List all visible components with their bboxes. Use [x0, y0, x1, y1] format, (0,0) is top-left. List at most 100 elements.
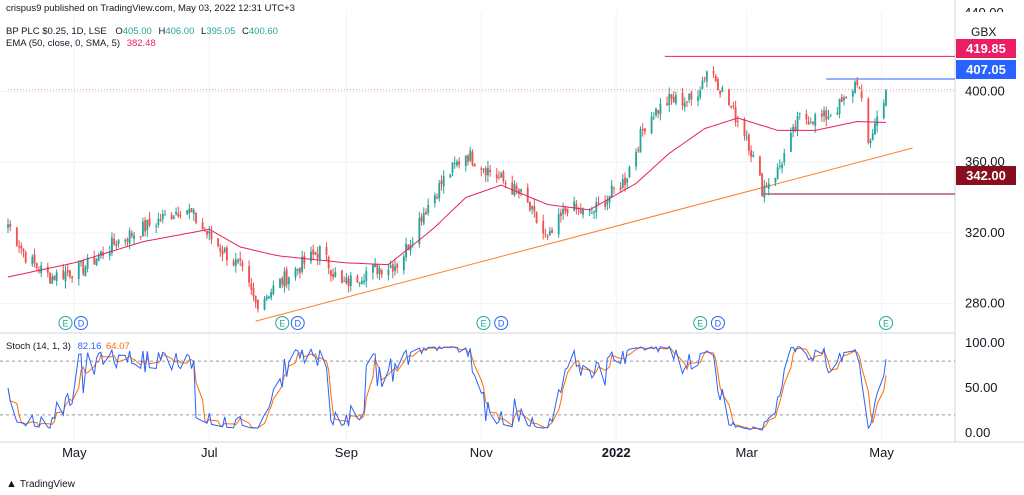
- candle-body: [66, 270, 69, 273]
- earnings-marker: [693, 316, 708, 330]
- candle-body: [701, 80, 704, 89]
- candle-body: [606, 199, 609, 205]
- candle-body: [31, 256, 34, 265]
- stoch-k-line: [7, 345, 887, 431]
- candle-body: [296, 269, 299, 271]
- candle-body: [250, 283, 253, 290]
- candle-body: [223, 248, 226, 253]
- candle-body: [805, 113, 808, 120]
- candle-body: [566, 208, 569, 214]
- candle-body: [628, 167, 631, 178]
- candle-body: [575, 204, 578, 209]
- candle-body: [486, 167, 489, 176]
- candle-body: [117, 239, 120, 244]
- candle-body: [641, 128, 644, 131]
- ohlc-l-label: L: [201, 26, 207, 37]
- candle-body: [542, 220, 545, 234]
- candle-body: [520, 189, 523, 192]
- candle-body: [621, 179, 624, 188]
- candle-body: [217, 238, 220, 247]
- candle-body: [498, 177, 500, 179]
- grid-lines: [0, 0, 1024, 443]
- tradingview-footer[interactable]: ▲ TradingView: [6, 478, 75, 490]
- candle-body: [219, 247, 222, 252]
- time-tick-label: Nov: [470, 445, 494, 460]
- candle-body: [719, 91, 722, 95]
- candle-body: [68, 270, 71, 277]
- candle-body: [582, 208, 584, 215]
- candle-body: [192, 210, 195, 214]
- candle-body: [860, 91, 863, 98]
- candle-body: [747, 135, 750, 151]
- candle-body: [699, 90, 702, 98]
- candle-body: [807, 121, 810, 125]
- candle-body: [845, 96, 848, 98]
- candle-body: [203, 230, 206, 232]
- symbol-legend[interactable]: BP PLC $0.25, 1D, LSE O405.00 H406.00 L3…: [6, 26, 278, 37]
- candle-body: [548, 231, 551, 236]
- candle-body: [427, 204, 430, 213]
- ema-legend[interactable]: EMA (50, close, 0, SMA, 5) 382.48: [6, 38, 156, 49]
- candle-body: [714, 75, 717, 81]
- candle-body: [303, 255, 306, 264]
- candle-body: [728, 89, 730, 105]
- candle-body: [329, 270, 332, 276]
- candle-body: [681, 93, 684, 106]
- candle-body: [515, 185, 518, 190]
- candle-body: [666, 103, 668, 106]
- candle-body: [440, 180, 443, 185]
- candle-body: [736, 120, 739, 122]
- candle-body: [378, 268, 381, 274]
- candle-body: [858, 87, 861, 89]
- ohlc-h-label: H: [158, 26, 166, 37]
- stoch-legend[interactable]: Stoch (14, 1, 3) 82.16 64.07: [6, 341, 130, 352]
- candle-body: [595, 202, 598, 213]
- stochastic-panel: [0, 345, 955, 431]
- time-tick-label: May: [869, 445, 894, 460]
- candle-body: [604, 202, 607, 207]
- candle-body: [113, 238, 116, 245]
- candle-body: [371, 264, 374, 273]
- candle-body: [40, 265, 43, 273]
- candle-body: [186, 210, 189, 215]
- candle-body: [332, 274, 335, 278]
- candle-body: [882, 103, 885, 119]
- candle-body: [635, 151, 638, 167]
- time-tick-label: May: [62, 445, 87, 460]
- event-label: E: [279, 319, 285, 329]
- candle-body: [551, 229, 553, 234]
- ema-path: [7, 117, 887, 278]
- candle-body: [279, 278, 281, 288]
- candle-body: [529, 202, 531, 211]
- trendline-segment: [255, 147, 913, 322]
- candle-body: [175, 211, 178, 215]
- candle-body: [128, 230, 131, 244]
- candle-body: [334, 271, 337, 278]
- candle-body: [637, 149, 640, 151]
- candle-body: [387, 269, 390, 276]
- candle-body: [272, 285, 275, 295]
- candle-body: [124, 239, 127, 241]
- price-axis[interactable]: 280.00 320.00 360.00 400.00 0.00 50.00 100.00: [965, 84, 1005, 440]
- candle-body: [86, 257, 89, 269]
- ohlc-c: 400.60: [248, 26, 278, 37]
- candle-body: [590, 212, 593, 214]
- candle-body: [809, 122, 812, 124]
- candle-body: [108, 252, 111, 256]
- candle-body: [626, 178, 629, 183]
- candle-body: [843, 97, 845, 101]
- ohlc-o: 405.00: [122, 26, 152, 37]
- candle-body: [325, 247, 328, 255]
- candle-body: [767, 183, 770, 189]
- time-axis[interactable]: May Jul Sep Nov 2022 Mar May: [62, 445, 894, 460]
- candle-body: [179, 215, 182, 217]
- candle-body: [438, 182, 441, 199]
- candle-body: [794, 126, 797, 131]
- currency-label: GBX: [971, 25, 997, 39]
- candle-body: [467, 155, 469, 162]
- candle-body: [268, 296, 270, 299]
- candle-body: [730, 105, 733, 108]
- candle-body: [148, 218, 151, 226]
- candle-body: [652, 117, 655, 119]
- price-tick-label: 280.00: [965, 296, 1005, 311]
